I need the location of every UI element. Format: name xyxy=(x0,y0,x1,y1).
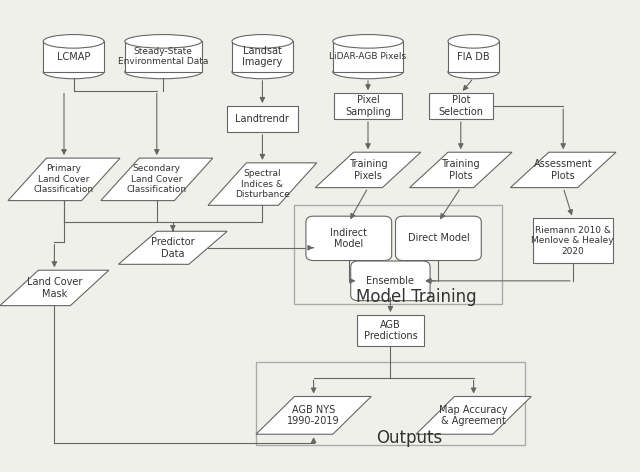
Ellipse shape xyxy=(333,65,403,79)
FancyBboxPatch shape xyxy=(227,106,298,132)
Ellipse shape xyxy=(125,65,202,79)
Text: Pixel
Sampling: Pixel Sampling xyxy=(345,95,391,117)
Polygon shape xyxy=(410,152,512,187)
Ellipse shape xyxy=(333,34,403,48)
Text: LCMAP: LCMAP xyxy=(57,51,90,62)
Text: Landsat
Imagery: Landsat Imagery xyxy=(243,46,282,67)
Polygon shape xyxy=(315,152,421,187)
FancyBboxPatch shape xyxy=(351,261,430,301)
Text: AGB
Predictions: AGB Predictions xyxy=(364,320,417,341)
Text: Primary
Land Cover
Classification: Primary Land Cover Classification xyxy=(34,164,94,194)
Text: Plot
Selection: Plot Selection xyxy=(438,95,483,117)
FancyBboxPatch shape xyxy=(429,93,493,119)
Ellipse shape xyxy=(448,34,499,48)
Polygon shape xyxy=(256,396,371,434)
Text: Training
Pixels: Training Pixels xyxy=(349,159,387,181)
Text: Riemann 2010 &
Menlove & Healey
2020: Riemann 2010 & Menlove & Healey 2020 xyxy=(531,226,614,256)
Text: AGB NYS
1990-2019: AGB NYS 1990-2019 xyxy=(287,405,340,426)
Text: Direct Model: Direct Model xyxy=(408,233,469,244)
Text: Training
Plots: Training Plots xyxy=(442,159,480,181)
Text: Landtrendr: Landtrendr xyxy=(236,114,289,124)
Polygon shape xyxy=(44,42,104,72)
Text: Model Training: Model Training xyxy=(356,288,476,306)
Polygon shape xyxy=(208,163,317,205)
Text: Steady-State
Environmental Data: Steady-State Environmental Data xyxy=(118,47,209,67)
FancyBboxPatch shape xyxy=(532,218,613,263)
FancyBboxPatch shape xyxy=(357,315,424,346)
Ellipse shape xyxy=(44,65,104,79)
Polygon shape xyxy=(0,270,109,306)
Text: Secondary
Land Cover
Classification: Secondary Land Cover Classification xyxy=(127,164,187,194)
Polygon shape xyxy=(8,158,120,201)
Text: Spectral
Indices &
Disturbance: Spectral Indices & Disturbance xyxy=(235,169,290,199)
Polygon shape xyxy=(416,396,531,434)
Polygon shape xyxy=(333,42,403,72)
Text: Land Cover
Mask: Land Cover Mask xyxy=(27,277,82,299)
FancyBboxPatch shape xyxy=(396,216,481,261)
Polygon shape xyxy=(448,42,499,72)
Text: Assessment
Plots: Assessment Plots xyxy=(534,159,593,181)
Text: Indirect
Model: Indirect Model xyxy=(330,228,367,249)
Text: LiDAR-AGB Pixels: LiDAR-AGB Pixels xyxy=(330,52,406,61)
Polygon shape xyxy=(511,152,616,187)
Text: FIA DB: FIA DB xyxy=(458,51,490,62)
FancyBboxPatch shape xyxy=(306,216,392,261)
Polygon shape xyxy=(125,42,202,72)
Text: Outputs: Outputs xyxy=(376,429,443,447)
FancyBboxPatch shape xyxy=(334,93,402,119)
Ellipse shape xyxy=(232,34,292,48)
Ellipse shape xyxy=(125,34,202,48)
Ellipse shape xyxy=(232,65,292,79)
Polygon shape xyxy=(232,42,292,72)
Polygon shape xyxy=(101,158,212,201)
Text: Ensemble: Ensemble xyxy=(366,276,415,286)
Ellipse shape xyxy=(448,65,499,79)
Text: Predictor
Data: Predictor Data xyxy=(151,237,195,259)
Ellipse shape xyxy=(44,34,104,48)
Polygon shape xyxy=(118,231,227,264)
Text: Map Accuracy
& Agreement: Map Accuracy & Agreement xyxy=(439,405,508,426)
